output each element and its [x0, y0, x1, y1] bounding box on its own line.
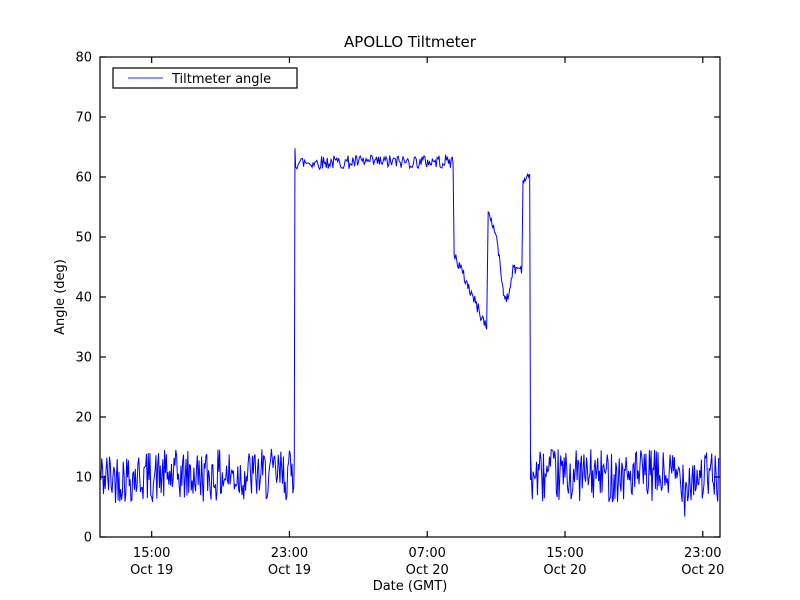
legend-box	[112, 67, 298, 89]
x-tick-label-date: Oct 19	[268, 563, 311, 578]
y-tick-label: 60	[75, 171, 92, 186]
y-tick-label: 0	[84, 531, 92, 546]
x-tick-label-date: Oct 20	[681, 563, 724, 578]
y-tick-label: 80	[75, 51, 92, 66]
x-tick-label-time: 15:00	[133, 546, 170, 561]
tiltmeter-angle-series	[99, 148, 720, 517]
chart-title: APOLLO Tiltmeter	[344, 33, 477, 51]
x-tick-label-time: 23:00	[271, 546, 308, 561]
x-tick-label-date: Oct 20	[543, 563, 586, 578]
y-tick-label: 20	[75, 411, 92, 426]
y-tick-label: 70	[75, 111, 92, 126]
x-tick-label-date: Oct 20	[406, 563, 449, 578]
y-tick-label: 10	[75, 471, 92, 486]
x-tick-label-time: 15:00	[546, 546, 583, 561]
x-tick-label-time: 07:00	[408, 546, 445, 561]
y-axis-label: Angle (deg)	[53, 259, 68, 335]
y-tick-label: 30	[75, 351, 92, 366]
y-tick-label: 50	[75, 231, 92, 246]
x-axis-label: Date (GMT)	[373, 579, 448, 594]
plot-area-group: 15:00 Oct 19 23:00 Oct 19 07:00 Oct 20 15:00 Oc…	[75, 51, 724, 579]
x-tick-label-date: Oct 19	[130, 563, 173, 578]
legend: Tiltmeter angle	[112, 67, 298, 89]
legend-label: Tiltmeter angle	[171, 72, 271, 87]
x-tick-label-time: 23:00	[684, 546, 721, 561]
y-tick-label: 40	[75, 291, 92, 306]
